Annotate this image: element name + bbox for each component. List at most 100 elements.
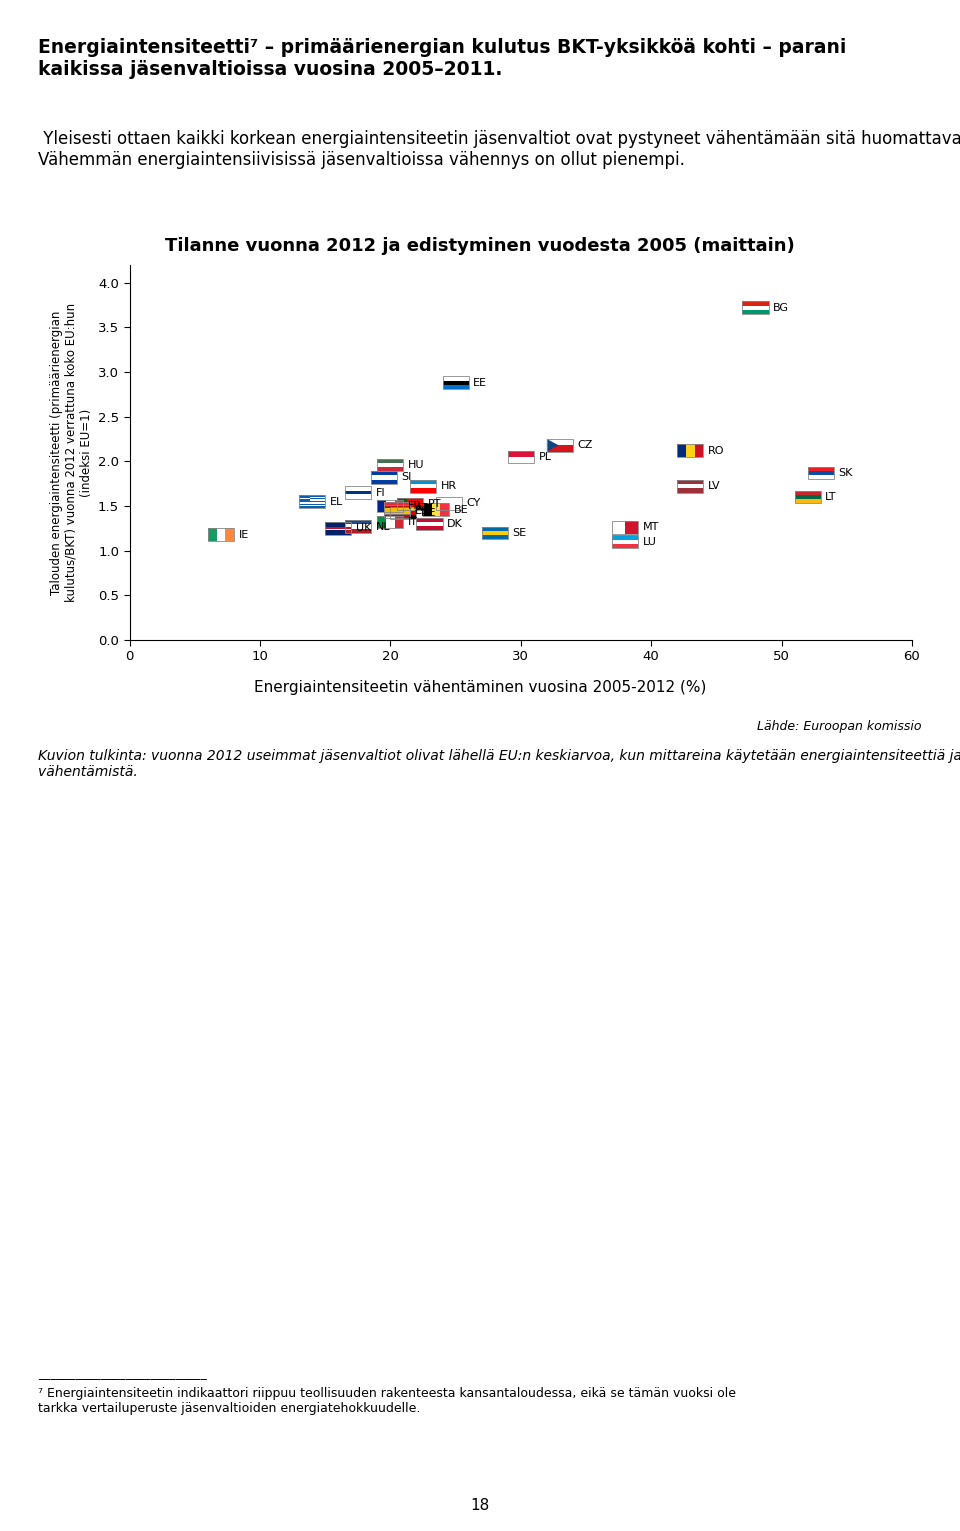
Bar (612, 544, 638, 548)
Bar (508, 450, 534, 456)
Bar (678, 444, 704, 456)
Bar (742, 306, 769, 309)
Bar (443, 377, 468, 381)
Bar (300, 496, 325, 508)
Bar (391, 511, 417, 516)
Bar (410, 481, 436, 493)
Text: Yleisesti ottaen kaikki korkean energiaintensiteetin jäsenvaltiot ovat pystyneet: Yleisesti ottaen kaikki korkean energiai… (38, 130, 960, 168)
Bar (807, 467, 833, 479)
Bar (795, 491, 821, 495)
Text: LU: LU (643, 537, 657, 547)
Bar (612, 536, 638, 539)
Text: HU: HU (408, 459, 424, 470)
Text: Kuvion tulkinta: vuonna 2012 useimmat jäsenvaltiot olivat lähellä EU:n keskiarvo: Kuvion tulkinta: vuonna 2012 useimmat jä… (38, 749, 960, 779)
Bar (695, 444, 704, 456)
Text: FI: FI (375, 487, 385, 498)
Bar (377, 499, 403, 513)
Bar (423, 504, 432, 516)
Bar (436, 498, 462, 510)
Bar (742, 302, 769, 314)
Bar (417, 517, 443, 530)
Bar (325, 522, 351, 534)
Bar (345, 525, 371, 528)
Bar (345, 487, 371, 499)
Bar (407, 498, 423, 510)
Bar (386, 516, 395, 528)
Bar (377, 499, 386, 513)
Bar (386, 499, 395, 513)
Bar (377, 462, 403, 467)
Bar (508, 450, 534, 462)
Bar (395, 499, 403, 513)
Text: MT: MT (643, 522, 660, 533)
Bar (345, 521, 371, 533)
Text: NL: NL (375, 522, 390, 531)
Bar (547, 439, 573, 452)
Bar (612, 536, 638, 548)
Bar (391, 507, 417, 519)
Bar (547, 446, 573, 452)
Bar (547, 439, 573, 446)
Bar (441, 504, 449, 516)
Text: DE: DE (421, 508, 437, 517)
Text: Energiaintensiteetin vähentäminen vuosina 2005-2012 (%): Energiaintensiteetin vähentäminen vuosin… (253, 680, 707, 695)
Bar (395, 516, 403, 528)
Bar (795, 491, 821, 504)
Bar (371, 472, 396, 484)
Text: IT: IT (408, 517, 418, 527)
Bar (325, 527, 351, 530)
Bar (345, 487, 371, 499)
Bar (686, 444, 695, 456)
Bar (371, 472, 396, 475)
Bar (300, 495, 309, 502)
Text: ⁷ Energiaintensiteetin indikaattori riippuu teollisuuden rakenteesta kansantalou: ⁷ Energiaintensiteetin indikaattori riip… (38, 1387, 736, 1415)
Bar (325, 522, 351, 534)
Bar (807, 472, 833, 475)
Text: ES: ES (415, 507, 429, 516)
Text: EL: EL (330, 496, 343, 507)
Text: AT: AT (415, 502, 428, 513)
Bar (417, 517, 443, 530)
Polygon shape (547, 439, 559, 452)
Text: Lähde: Euroopan komissio: Lähde: Euroopan komissio (757, 720, 922, 732)
Bar (384, 510, 410, 514)
Bar (226, 528, 234, 540)
Bar (443, 377, 468, 389)
Bar (396, 498, 407, 510)
Y-axis label: Talouden energiaintensiteetti (primäärienergian
kulutus/BKT) vuonna 2012 verratt: Talouden energiaintensiteetti (primäärie… (50, 303, 92, 602)
Bar (678, 481, 704, 493)
Bar (742, 302, 769, 306)
Text: SI: SI (401, 473, 412, 482)
Bar (410, 484, 436, 488)
Bar (678, 484, 704, 488)
Bar (443, 381, 468, 384)
Bar (436, 498, 462, 510)
Bar (410, 488, 436, 493)
Text: CY: CY (467, 498, 481, 508)
Bar (443, 384, 468, 389)
Bar (371, 475, 396, 479)
Text: SK: SK (838, 468, 852, 478)
Bar (482, 531, 508, 534)
Text: HR: HR (441, 481, 457, 491)
Bar (384, 502, 410, 514)
Bar (384, 508, 410, 514)
Bar (625, 521, 638, 534)
Bar (612, 521, 625, 534)
Bar (410, 481, 436, 484)
Text: RO: RO (708, 446, 725, 456)
Text: FR: FR (408, 501, 422, 511)
Bar (217, 528, 226, 540)
Text: Tilanne vuonna 2012 ja edistyminen vuodesta 2005 (maittain): Tilanne vuonna 2012 ja edistyminen vuode… (165, 237, 795, 256)
Text: Energiaintensiteetti⁷ – primäärienergian kulutus BKT-yksikköä kohti – parani
kai: Energiaintensiteetti⁷ – primäärienergian… (38, 38, 847, 80)
Text: PL: PL (539, 452, 551, 462)
Bar (795, 499, 821, 504)
Bar (371, 479, 396, 484)
Text: CZ: CZ (578, 441, 593, 450)
Text: PT: PT (427, 499, 441, 510)
Bar (417, 522, 443, 525)
Text: UK: UK (356, 524, 372, 533)
Text: LT: LT (826, 491, 837, 502)
Bar (612, 521, 638, 534)
Text: EE: EE (473, 378, 488, 387)
